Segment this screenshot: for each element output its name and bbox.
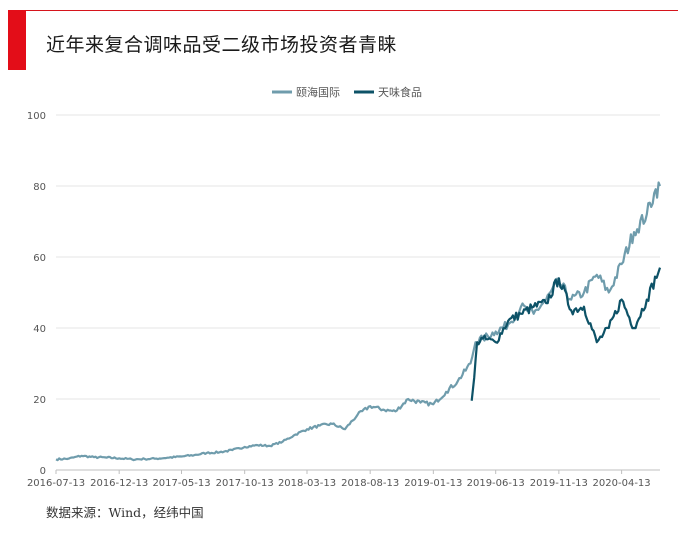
y-tick-label: 60 [33, 253, 46, 264]
header-accent-bar [8, 10, 26, 70]
x-tick-label: 2017-10-13 [216, 478, 274, 489]
x-tick-label: 2016-07-13 [27, 478, 85, 489]
y-axis-ticks: 0 20 40 60 80 100 [27, 111, 46, 477]
legend-label-1: 天味食品 [378, 85, 422, 99]
y-tick-label: 100 [27, 111, 46, 122]
x-tick-label: 2020-04-13 [593, 478, 651, 489]
x-tick-label: 2016-12-13 [90, 478, 148, 489]
chart-legend: 颐海国际 天味食品 [272, 85, 422, 99]
x-axis-ticks: 2016-07-13 2016-12-13 2017-05-13 2017-10-13… [27, 470, 651, 489]
y-tick-label: 0 [40, 466, 46, 477]
x-tick-label: 2019-11-13 [530, 478, 588, 489]
series-line-0 [55, 181, 662, 462]
data-source-note: 数据来源：Wind，经纬中国 [46, 505, 204, 520]
x-tick-label: 2018-03-13 [278, 478, 336, 489]
header-rule [8, 10, 678, 11]
legend-label-0: 颐海国际 [296, 85, 340, 99]
page-title: 近年来复合调味品受二级市场投资者青睐 [46, 34, 398, 56]
series-line-1 [470, 267, 662, 401]
y-tick-label: 20 [33, 395, 46, 406]
x-tick-label: 2017-05-13 [152, 478, 210, 489]
x-tick-label: 2018-08-13 [341, 478, 399, 489]
chart-grid [56, 114, 660, 471]
y-tick-label: 40 [33, 324, 46, 335]
x-tick-label: 2019-01-13 [404, 478, 462, 489]
y-tick-label: 80 [33, 182, 46, 193]
x-tick-label: 2019-06-13 [467, 478, 525, 489]
chart-series [55, 181, 662, 462]
